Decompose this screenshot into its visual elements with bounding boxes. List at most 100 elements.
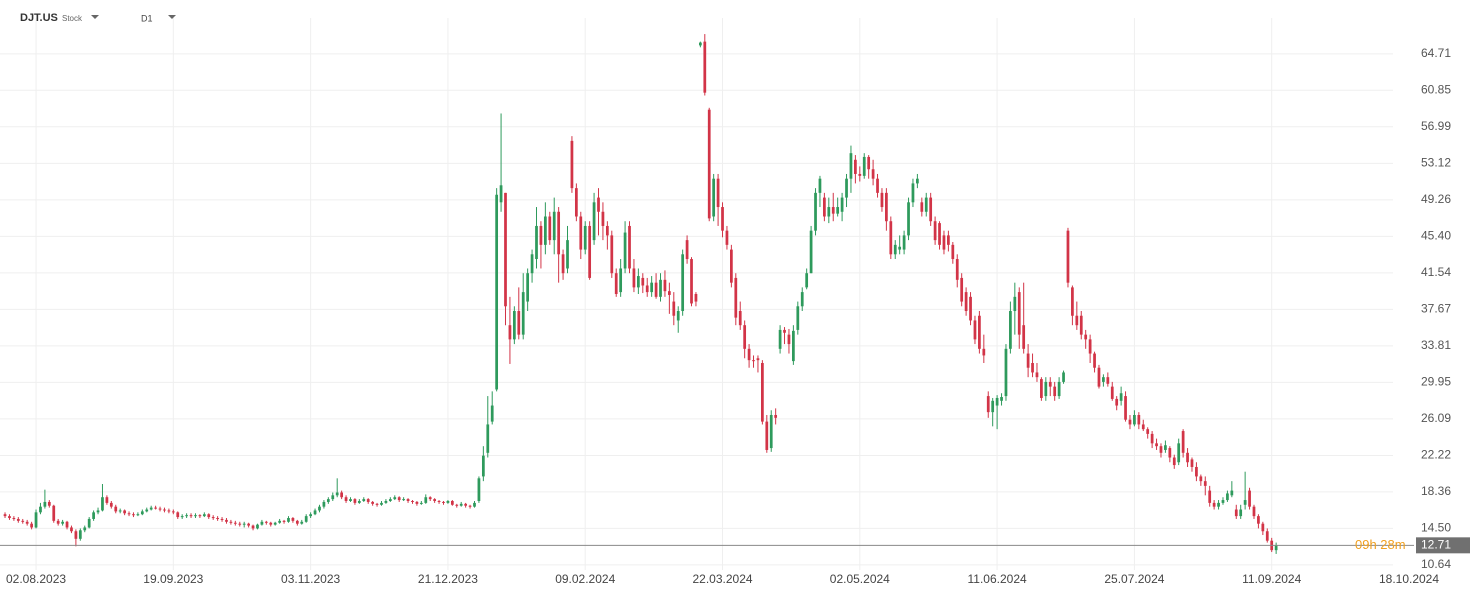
timeframe-dropdown-arrow[interactable]: [168, 15, 176, 19]
candle-body: [1035, 372, 1039, 378]
x-tick-label: 21.12.2023: [418, 572, 478, 586]
candle-body: [836, 207, 840, 214]
candle-body: [202, 514, 206, 517]
candle-body: [1013, 296, 1017, 312]
candle-body: [725, 230, 729, 245]
candle-body: [610, 235, 614, 274]
candle-body: [1102, 377, 1105, 382]
candle-body: [1186, 452, 1189, 463]
candle-body: [947, 235, 950, 245]
candle-body: [455, 504, 459, 506]
candle-body: [752, 360, 755, 362]
candle-body: [681, 254, 685, 312]
candle-body: [1226, 493, 1229, 501]
candle-body: [1057, 381, 1061, 397]
candle-body: [291, 518, 295, 521]
candle-body: [158, 508, 162, 510]
candle-body: [1146, 429, 1150, 434]
candle-body: [721, 207, 724, 231]
candle-body: [535, 225, 538, 260]
timeframe[interactable]: D1: [141, 13, 153, 23]
candle-body: [1009, 311, 1012, 349]
candle-body: [893, 244, 897, 255]
candle-body: [357, 501, 361, 503]
candle-body: [703, 41, 707, 93]
candle-body: [1239, 509, 1243, 517]
candle-body: [163, 509, 166, 511]
candle-body: [21, 520, 25, 522]
candle-body: [583, 225, 587, 250]
candle-body: [1248, 490, 1251, 507]
candle-body: [1257, 516, 1260, 524]
candle-body: [951, 244, 955, 260]
candle-body: [65, 521, 69, 528]
candle-body: [1084, 334, 1088, 340]
candle-body: [964, 292, 968, 312]
candle-body: [831, 207, 835, 214]
candle-body: [738, 311, 742, 326]
symbol[interactable]: DJT.US: [20, 12, 58, 24]
candle-body: [87, 518, 91, 528]
y-tick-label: 33.81: [1421, 338, 1451, 352]
candle-body: [783, 329, 786, 333]
candle-body: [1195, 466, 1198, 477]
candle-body: [867, 156, 871, 170]
candle-body: [118, 510, 122, 512]
candle-body: [743, 325, 747, 349]
candle-body: [12, 518, 16, 520]
x-tick-label: 11.06.2024: [968, 572, 1027, 586]
candle-body: [933, 221, 937, 241]
candle-body: [229, 521, 233, 523]
candle-body: [366, 499, 370, 502]
candle-body: [256, 524, 259, 529]
countdown: 09h 28m: [1355, 537, 1406, 552]
candle-body: [220, 518, 224, 520]
candle-body: [132, 514, 135, 516]
candle-body: [1088, 339, 1092, 354]
toolbar: DJT.US Stock D1: [20, 12, 176, 24]
candle-body: [450, 501, 454, 505]
candle-body: [942, 235, 946, 250]
candle-body: [641, 277, 645, 286]
candle-body: [30, 523, 33, 528]
candle-body: [601, 211, 605, 226]
candle-body: [1053, 386, 1057, 397]
candle-body: [1079, 315, 1083, 335]
candle-body: [56, 520, 60, 524]
candle-body: [225, 519, 228, 522]
candle-body: [566, 240, 569, 269]
candle-body: [800, 292, 804, 307]
candle-body: [388, 499, 392, 501]
candle-body: [406, 499, 410, 501]
candle-body: [185, 515, 188, 517]
candle-body: [636, 276, 640, 288]
candle-body: [74, 531, 78, 539]
candle-body: [109, 502, 113, 507]
candle-body: [1062, 372, 1065, 382]
candle-body: [1022, 325, 1026, 349]
candle-body: [353, 499, 357, 503]
candle-body: [1040, 379, 1043, 398]
candle-body: [171, 511, 175, 513]
candle-body: [1110, 386, 1114, 399]
candle-body: [929, 197, 933, 222]
candle-body: [92, 512, 95, 519]
candle-body: [694, 294, 698, 302]
symbol-dropdown-arrow[interactable]: [91, 15, 99, 19]
candle-body: [371, 501, 375, 504]
candle-body: [304, 516, 308, 522]
candle-body: [278, 520, 281, 523]
candle-body: [340, 492, 344, 498]
x-tick-label: 03.11.2023: [281, 572, 340, 586]
candle-body: [543, 216, 547, 245]
y-tick-label: 10.64: [1421, 557, 1451, 571]
candle-body: [486, 424, 490, 453]
axes: 10.64 14.50 18.36 22.22 26.09 29.95 33.81 37.67…: [6, 46, 1470, 586]
candle-body: [907, 202, 910, 236]
candle-body: [548, 216, 552, 241]
candle-body: [539, 225, 543, 245]
candle-body: [375, 503, 379, 505]
y-tick-label: 49.26: [1421, 192, 1451, 206]
candle-body: [43, 501, 47, 507]
